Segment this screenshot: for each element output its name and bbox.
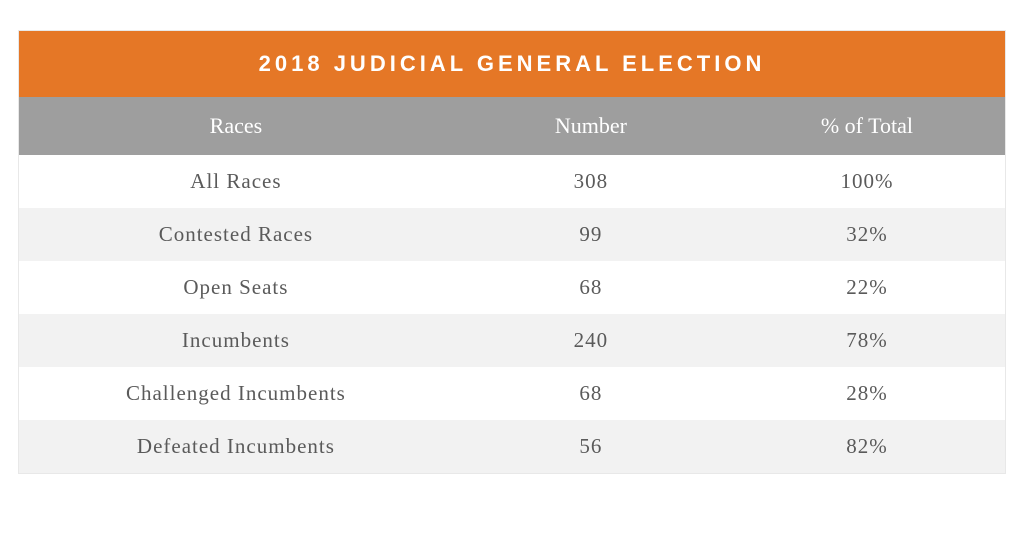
table-row: Challenged Incumbents 68 28% [19,367,1005,420]
cell-percent: 22% [729,275,1005,300]
cell-races: All Races [19,169,453,194]
cell-number: 68 [453,275,729,300]
cell-races: Contested Races [19,222,453,247]
cell-number: 99 [453,222,729,247]
cell-races: Defeated Incumbents [19,434,453,459]
table-row: Open Seats 68 22% [19,261,1005,314]
cell-number: 240 [453,328,729,353]
cell-percent: 78% [729,328,1005,353]
cell-number: 56 [453,434,729,459]
election-table: 2018 JUDICIAL GENERAL ELECTION Races Num… [18,30,1006,474]
cell-races: Incumbents [19,328,453,353]
cell-percent: 32% [729,222,1005,247]
table-row: Defeated Incumbents 56 82% [19,420,1005,473]
cell-races: Open Seats [19,275,453,300]
table-row: All Races 308 100% [19,155,1005,208]
table-title: 2018 JUDICIAL GENERAL ELECTION [19,31,1005,97]
cell-percent: 100% [729,169,1005,194]
table-row: Incumbents 240 78% [19,314,1005,367]
cell-number: 308 [453,169,729,194]
header-races: Races [19,113,453,139]
cell-percent: 28% [729,381,1005,406]
cell-races: Challenged Incumbents [19,381,453,406]
header-percent: % of Total [729,113,1005,139]
table-row: Contested Races 99 32% [19,208,1005,261]
cell-percent: 82% [729,434,1005,459]
header-number: Number [453,113,729,139]
cell-number: 68 [453,381,729,406]
table-header-row: Races Number % of Total [19,97,1005,155]
